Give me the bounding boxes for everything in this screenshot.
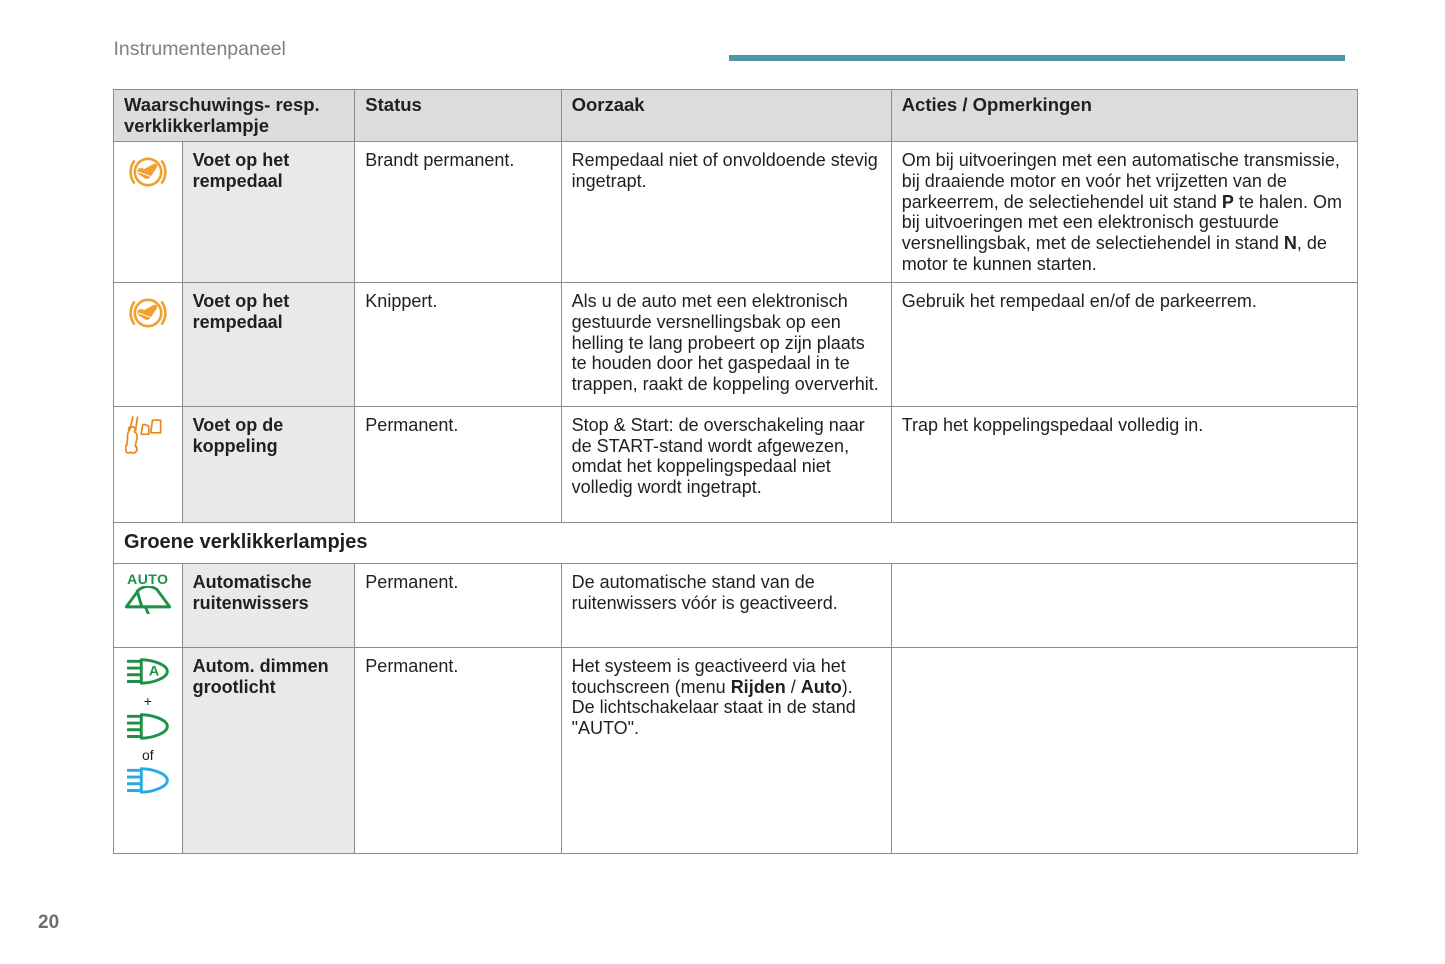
svg-text:A: A bbox=[149, 664, 159, 680]
